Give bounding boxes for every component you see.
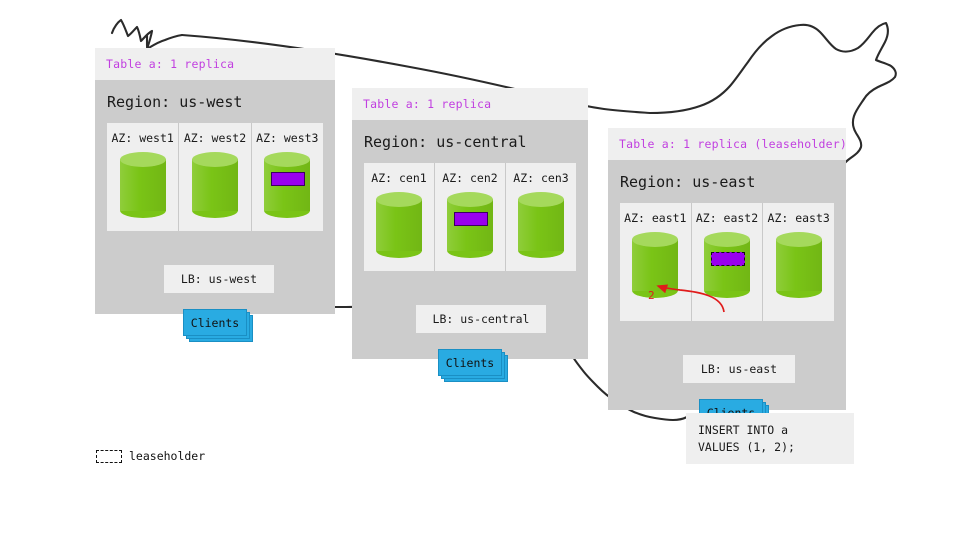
az-cell-cen1[interactable]: AZ: cen1 [364, 163, 434, 271]
az-cell-west3[interactable]: AZ: west3 [250, 123, 323, 231]
cylinder-top [518, 192, 564, 207]
az-cell-east1[interactable]: AZ: east1 [620, 203, 691, 321]
database-cylinder-west1[interactable] [119, 152, 166, 218]
clients-button-us-central[interactable]: Clients [438, 349, 502, 376]
leaseholder-swatch-icon [96, 449, 122, 463]
az-cell-west2[interactable]: AZ: west2 [178, 123, 250, 231]
cylinder-body [376, 199, 422, 251]
clients-stack-us-west[interactable]: Clients [183, 309, 253, 342]
az-cell-cen2[interactable]: AZ: cen2 [434, 163, 505, 271]
cylinder-body [518, 199, 564, 251]
database-cylinder-cen1[interactable] [376, 192, 422, 258]
cylinder-body [191, 159, 238, 211]
database-cylinder-west2[interactable] [191, 152, 238, 218]
az-row-us-west: AZ: west1 AZ: west2 [107, 123, 323, 231]
az-cell-cen3[interactable]: AZ: cen3 [505, 163, 576, 271]
cylinder-top [447, 192, 493, 207]
table-replica-label-us-east: Table a: 1 replica (leaseholder) [608, 128, 847, 160]
cylinder-shading [518, 199, 564, 251]
cylinder-top [191, 152, 238, 167]
cylinder-body [119, 159, 166, 211]
database-cylinder-cen3[interactable] [518, 192, 564, 258]
load-balancer-us-central[interactable]: LB: us-central [416, 305, 546, 333]
cylinder-shading [632, 239, 679, 291]
region-panel-us-central: Table a: 1 replica Region: us-central AZ… [352, 88, 588, 382]
region-title-us-east: Region: us-east [620, 173, 756, 191]
database-cylinder-east3[interactable] [775, 232, 822, 298]
cylinder-shading [376, 199, 422, 251]
az-row-us-central: AZ: cen1 AZ: cen2 [364, 163, 576, 271]
cylinder-body [632, 239, 679, 291]
az-cell-west1[interactable]: AZ: west1 [107, 123, 178, 231]
legend-label-leaseholder: leaseholder [129, 449, 206, 463]
az-cell-east3[interactable]: AZ: east3 [762, 203, 834, 321]
table-replica-label-us-west: Table a: 1 replica [95, 48, 335, 80]
table-replica-label-us-central: Table a: 1 replica [352, 88, 588, 120]
clients-stack-us-central[interactable]: Clients [438, 349, 508, 382]
region-body-us-west: Region: us-west AZ: west1 AZ: west2 [95, 80, 335, 342]
database-cylinder-east2[interactable] [704, 232, 750, 298]
cylinder-top [632, 232, 679, 247]
az-label-east1: AZ: east1 [624, 211, 687, 225]
load-balancer-us-east[interactable]: LB: us-east [683, 355, 795, 383]
cylinder-top [376, 192, 422, 207]
az-label-west2: AZ: west2 [183, 131, 247, 145]
az-label-cen1: AZ: cen1 [371, 171, 427, 185]
replica-marker-cen2 [454, 212, 488, 226]
az-label-cen2: AZ: cen2 [442, 171, 498, 185]
cylinder-shading [191, 159, 238, 211]
cylinder-shading [119, 159, 166, 211]
sql-statement-note: INSERT INTO a VALUES (1, 2); [686, 413, 854, 465]
region-body-us-central: Region: us-central AZ: cen1 AZ: cen2 [352, 120, 588, 382]
cylinder-shading [775, 239, 822, 291]
clients-button-us-west[interactable]: Clients [183, 309, 247, 336]
region-panel-us-west: Table a: 1 replica Region: us-west AZ: w… [95, 48, 335, 342]
cylinder-body [775, 239, 822, 291]
database-cylinder-east1[interactable] [632, 232, 679, 298]
region-title-us-west: Region: us-west [107, 93, 243, 111]
az-label-west3: AZ: west3 [256, 131, 319, 145]
leaseholder-replica-marker-east2 [711, 252, 745, 266]
cylinder-top [704, 232, 750, 247]
arrow-step-label-2: 2 [648, 289, 655, 302]
load-balancer-us-west[interactable]: LB: us-west [164, 265, 274, 293]
az-cell-east2[interactable]: AZ: east2 [690, 203, 763, 321]
az-label-west1: AZ: west1 [111, 131, 174, 145]
region-body-us-east: Region: us-east AZ: east1 AZ: east2 [608, 160, 846, 432]
cylinder-top [775, 232, 822, 247]
database-cylinder-cen2[interactable] [447, 192, 493, 258]
region-title-us-central: Region: us-central [364, 133, 527, 151]
az-row-us-east: AZ: east1 AZ: east2 [620, 203, 834, 321]
database-cylinder-west3[interactable] [264, 152, 311, 218]
az-label-east2: AZ: east2 [695, 211, 759, 225]
region-panel-us-east: Table a: 1 replica (leaseholder) Region:… [608, 128, 847, 432]
replica-marker-west3 [271, 172, 306, 186]
legend: leaseholder [96, 449, 205, 463]
az-label-east3: AZ: east3 [767, 211, 830, 225]
cylinder-top [264, 152, 311, 167]
az-label-cen3: AZ: cen3 [513, 171, 569, 185]
cylinder-top [119, 152, 166, 167]
